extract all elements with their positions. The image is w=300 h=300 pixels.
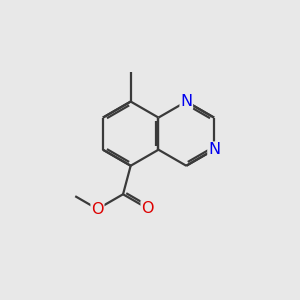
Text: O: O: [91, 202, 104, 217]
Text: O: O: [141, 201, 154, 216]
Text: N: N: [180, 94, 192, 109]
Text: N: N: [208, 142, 220, 157]
